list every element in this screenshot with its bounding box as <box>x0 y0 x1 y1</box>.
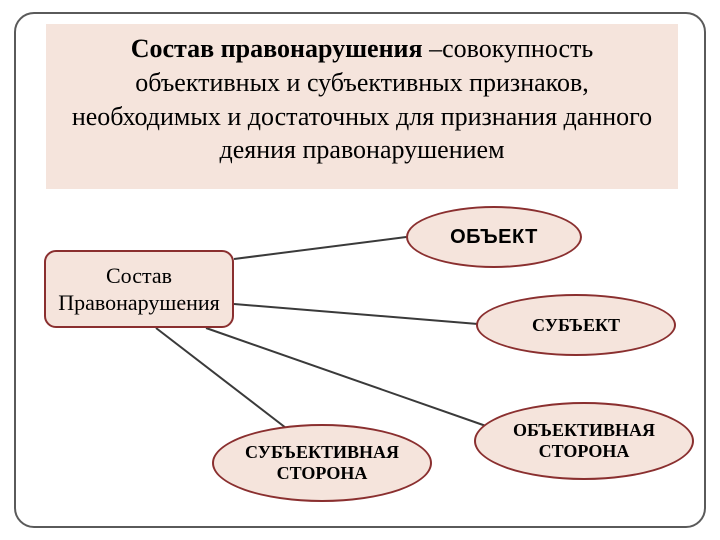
node-subjective-side-l1: СУБЪЕКТИВНАЯ <box>245 442 399 463</box>
node-subjective-side: СУБЪЕКТИВНАЯ СТОРОНА <box>212 424 432 502</box>
diagram-frame: Состав правонарушения –совокупность объе… <box>14 12 706 528</box>
node-source: Состав Правонарушения <box>44 250 234 328</box>
title-definition: Состав правонарушения –совокупность объе… <box>46 24 678 189</box>
node-objective-side-l2: СТОРОНА <box>513 441 655 462</box>
node-source-label: Состав Правонарушения <box>58 262 220 317</box>
node-object: ОБЪЕКТ <box>406 206 582 268</box>
title-lead: Состав правонарушения <box>131 34 423 63</box>
node-subject: СУБЪЕКТ <box>476 294 676 356</box>
node-objective-side-l1: ОБЪЕКТИВНАЯ <box>513 420 655 441</box>
node-subjective-side-l2: СТОРОНА <box>245 463 399 484</box>
node-object-label: ОБЪЕКТ <box>450 226 538 249</box>
node-objective-side: ОБЪЕКТИВНАЯ СТОРОНА <box>474 402 694 480</box>
node-subject-label: СУБЪЕКТ <box>532 315 620 336</box>
